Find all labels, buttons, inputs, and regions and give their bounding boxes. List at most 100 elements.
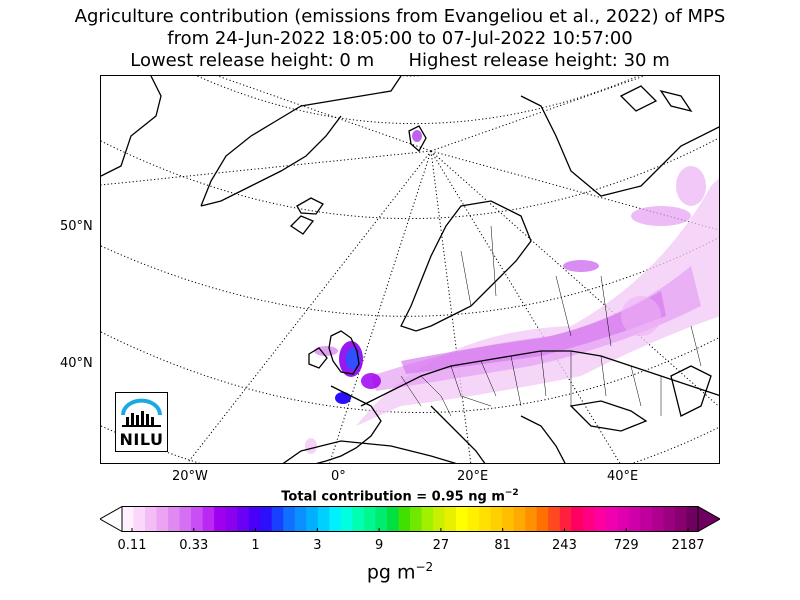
colorbar-swatch — [214, 506, 227, 532]
colorbar-swatch — [133, 506, 146, 532]
coastlines — [101, 76, 719, 463]
meridian-100e — [430, 76, 646, 152]
colorbar-swatch — [122, 506, 135, 532]
colorbar-swatch — [306, 506, 319, 532]
map-canvas — [101, 76, 719, 463]
colorbar-swatch — [525, 506, 538, 532]
faroes-coast — [289, 215, 315, 235]
svalbard-coast — [408, 125, 427, 153]
meridian-20w — [186, 150, 432, 463]
colorbar-swatch — [651, 506, 665, 532]
colorbar-swatch — [617, 506, 630, 532]
meridian-20e — [430, 150, 472, 463]
colorbar-swatch — [410, 506, 423, 532]
colorbar-swatch — [444, 506, 457, 532]
colorbar-swatch — [594, 506, 607, 532]
colorbar-swatch — [456, 506, 469, 532]
graticule — [101, 76, 719, 463]
parallel-50n — [101, 237, 719, 317]
caspian-sea-coast — [670, 365, 712, 417]
colorbar-swatch — [260, 506, 273, 532]
colorbar-swatch — [513, 506, 526, 532]
lon-label-20e: 20°E — [457, 469, 489, 484]
colorbar-tick-label: 81 — [494, 538, 511, 553]
colorbar-swatch — [433, 506, 446, 532]
parallel-30n — [101, 425, 719, 463]
meridian-40e — [430, 150, 621, 463]
colorbar-min-extension — [100, 506, 123, 532]
colorbar-units-text: pg m — [366, 561, 416, 584]
colorbar-swatch — [179, 506, 192, 532]
africa-coast — [282, 440, 457, 463]
colorbar-tick-label: 729 — [613, 538, 639, 553]
colorbar-swatch — [294, 506, 307, 532]
colorbar-swatch — [248, 506, 261, 532]
colorbar-swatch — [202, 506, 215, 532]
colorbar-swatch — [386, 506, 400, 532]
colorbar-swatch — [421, 506, 434, 532]
colorbar-swatch — [168, 506, 181, 532]
country-borders — [400, 225, 702, 417]
colorbar-swatch — [363, 506, 377, 532]
colorbar-swatch — [225, 506, 238, 532]
total-contribution-exponent: −2 — [504, 488, 519, 498]
colorbar-swatch — [237, 506, 250, 532]
total-contribution-label: Total contribution = 0.95 ng m−2 — [0, 488, 800, 504]
parallel-40n — [101, 331, 719, 413]
colorbar-swatch — [375, 506, 388, 532]
colorbar-swatch — [191, 506, 204, 532]
lon-label-0: 0° — [331, 469, 346, 484]
meridian-40w — [101, 150, 432, 186]
lat-label-50n: 50°N — [60, 219, 93, 234]
colorbar-swatch — [663, 506, 676, 532]
lat-label-40n: 40°N — [60, 356, 93, 371]
map-panel[interactable] — [100, 75, 720, 464]
colorbar-max-extension — [697, 506, 720, 532]
colorbar-swatch — [398, 506, 411, 532]
colorbar-swatch — [283, 506, 296, 532]
colorbar-swatch — [640, 506, 653, 532]
map-title-line1: Agriculture contribution (emissions from… — [74, 6, 726, 27]
colorbar-tick-label: 27 — [432, 538, 450, 553]
colorbar-swatch — [145, 506, 158, 532]
meridian-0 — [329, 150, 432, 463]
meridian-60w — [216, 76, 432, 152]
novaya-zemlya-coast — [619, 85, 693, 113]
colorbar-swatch — [605, 506, 618, 532]
colorbar-tick-label: 0.33 — [179, 538, 209, 553]
colorbar-swatch — [467, 506, 480, 532]
colorbar-swatch — [271, 506, 284, 532]
colorbar-swatch — [490, 506, 503, 532]
map-title-line3: Lowest release height: 0 m Highest relea… — [130, 50, 670, 71]
parallel-70n — [196, 76, 640, 124]
colorbar-swatch — [317, 506, 330, 532]
iceland-coast — [296, 197, 324, 215]
colorbar-tick-label: 3 — [313, 538, 322, 553]
iberia-coast — [315, 385, 382, 463]
colorbar-tick-label: 0.11 — [117, 538, 147, 553]
nilu-logo: NILU — [115, 392, 168, 452]
colorbar-swatch — [571, 506, 584, 532]
nilu-logo-icon — [121, 398, 162, 427]
colorbar-swatch — [582, 506, 595, 532]
colorbar-swatch — [536, 506, 549, 532]
balkans-coast — [520, 415, 566, 463]
greenland-coast — [200, 76, 402, 207]
colorbar-swatch — [674, 506, 688, 532]
arctic-russia-coast — [520, 95, 719, 197]
scandinavia-coast — [400, 200, 532, 332]
colorbar-swatch — [340, 506, 353, 532]
colorbar-swatch — [352, 506, 365, 532]
colorbar-tick-label: 243 — [552, 538, 577, 553]
map-title-line2: from 24-Jun-2022 18:05:00 to 07-Jul-2022… — [167, 28, 633, 49]
labrador-coast — [101, 76, 162, 177]
colorbar-swatch — [329, 506, 342, 532]
meridian-60e — [430, 150, 719, 408]
ireland-coast — [308, 347, 328, 369]
colorbar-swatch — [502, 506, 515, 532]
colorbar-tick-label: 1 — [251, 538, 260, 553]
colorbar — [100, 506, 720, 532]
colorbar-swatch — [628, 506, 641, 532]
total-contribution-text: Total contribution = 0.95 ng m — [281, 489, 505, 505]
black-sea-coast — [569, 400, 648, 432]
